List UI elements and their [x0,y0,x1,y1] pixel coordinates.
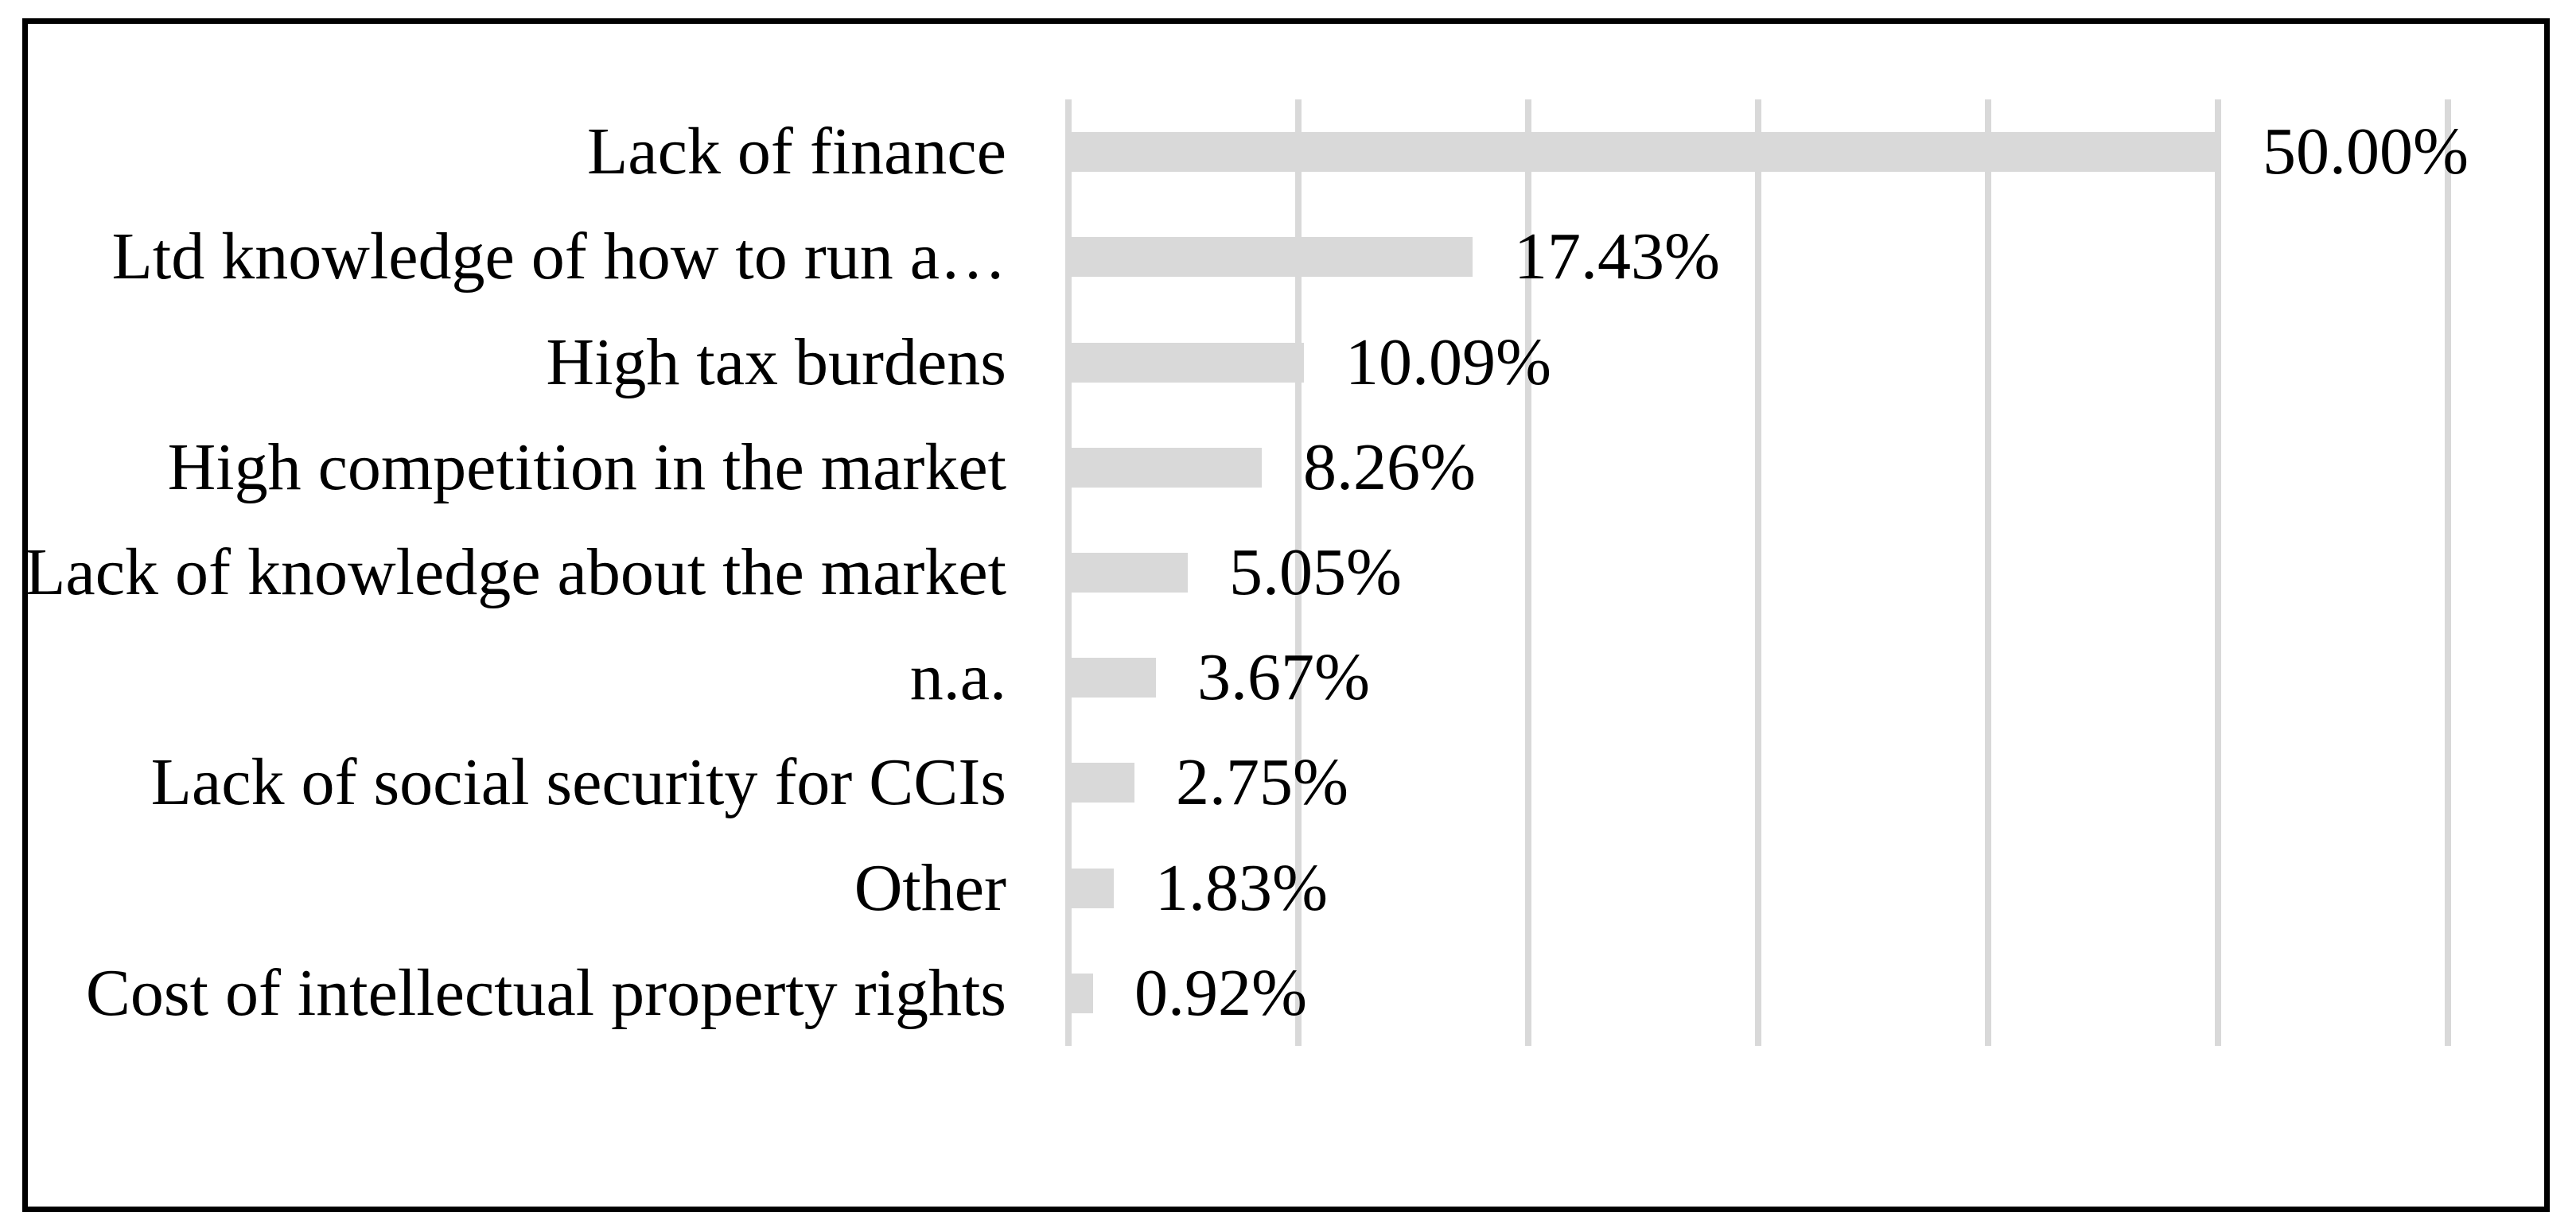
category-label: Ltd knowledge of how to run a… [111,220,1006,294]
category-label: Cost of intellectual property rights [85,955,1006,1030]
bar [1072,868,1114,908]
value-label: 2.75% [1176,745,1348,820]
value-label: 10.09% [1345,325,1551,399]
gridline [1525,99,1531,1046]
gridline [1755,99,1761,1046]
gridline [2445,99,2451,1046]
gridline [2215,99,2221,1046]
bar [1072,658,1156,698]
category-label: n.a. [909,640,1006,715]
category-label: Lack of social security for CCIs [150,745,1006,820]
bar [1072,237,1473,278]
category-label: High competition in the market [167,429,1006,504]
gridline [1065,99,1072,1046]
value-label: 5.05% [1229,534,1402,609]
value-label: 17.43% [1514,220,1720,294]
bar [1072,763,1134,803]
bar [1072,342,1304,383]
value-label: 3.67% [1197,640,1370,715]
bar [1072,553,1188,593]
category-label: High tax burdens [546,325,1006,399]
value-label: 50.00% [2263,115,2469,189]
gridline [1985,99,1991,1046]
bar [1072,973,1093,1013]
figure-border [22,18,2550,1212]
value-label: 1.83% [1155,850,1328,925]
bar [1072,447,1262,488]
category-label: Lack of knowledge about the market [25,534,1006,609]
category-label: Lack of finance [586,115,1006,189]
value-label: 8.26% [1303,429,1476,504]
gridline [1295,99,1302,1046]
bar [1072,132,2221,173]
value-label: 0.92% [1134,955,1307,1030]
category-label: Other [854,850,1006,925]
